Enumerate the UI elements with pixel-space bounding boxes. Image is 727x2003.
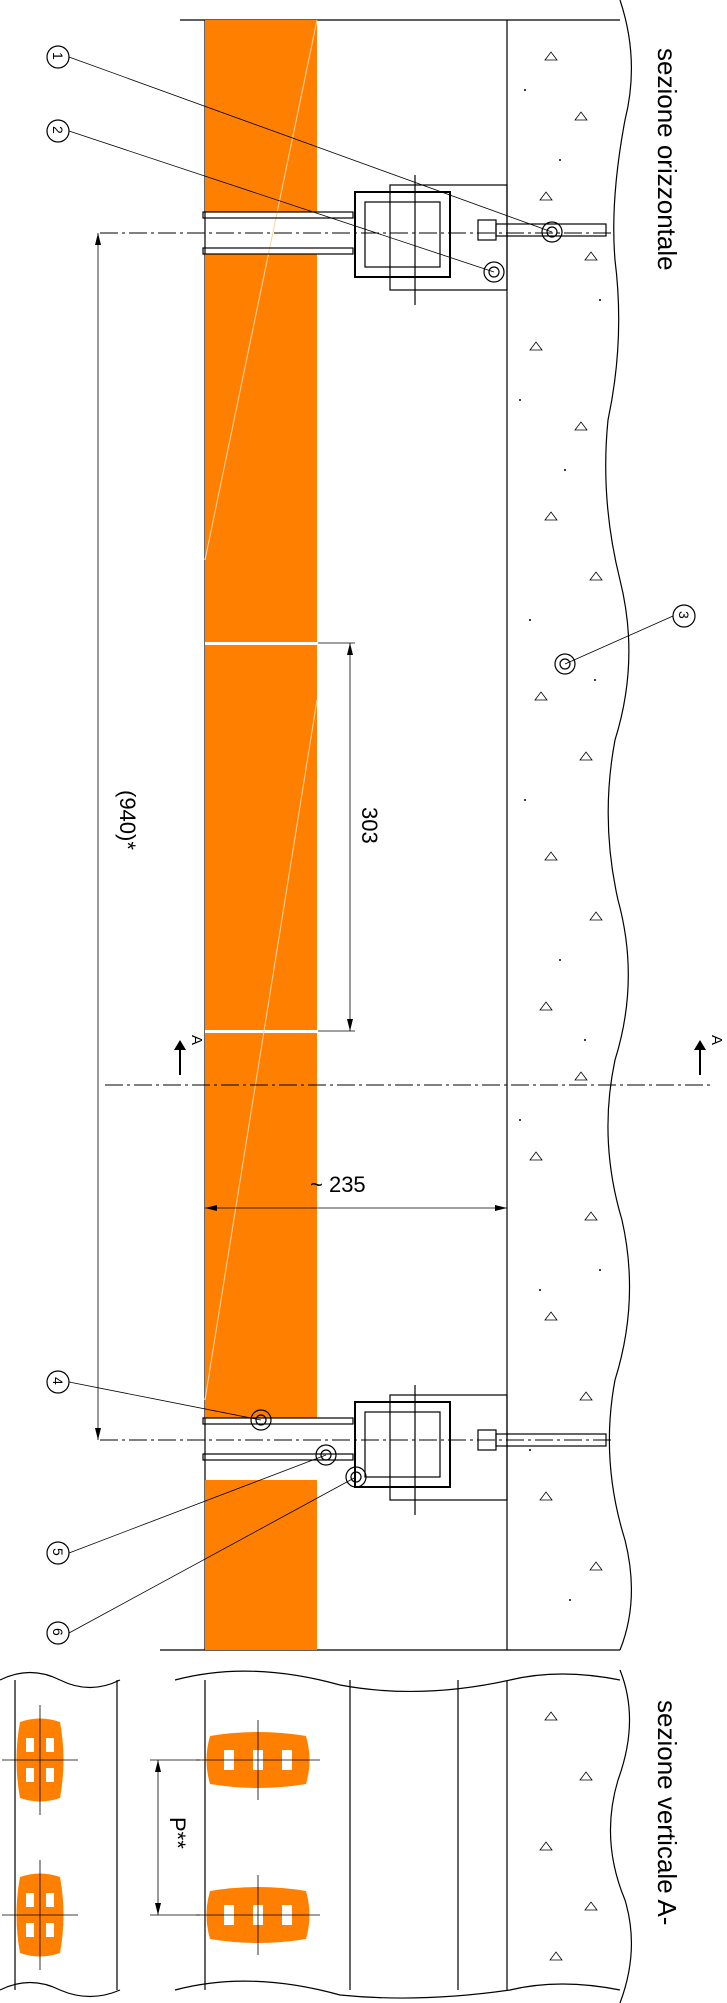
terracotta-tiles xyxy=(204,19,318,1650)
pitch-dimension xyxy=(150,1759,200,1916)
callout-4 xyxy=(46,1370,272,1431)
horizontal-section: A A (940)* 303 ~ 235 xyxy=(46,0,725,1651)
tile-dimension xyxy=(318,642,355,1032)
tile-dimension-label: 303 xyxy=(357,807,382,844)
section-mark-right: A xyxy=(708,1035,725,1045)
callout-2 xyxy=(46,119,505,283)
callout-1-number: 1 xyxy=(50,52,66,60)
callout-5-number: 5 xyxy=(50,1548,66,1556)
vertical-section: P** sezione verticale A- xyxy=(0,1669,682,2003)
vertical-tiles xyxy=(2,1705,320,1970)
callout-2-number: 2 xyxy=(50,126,66,134)
pitch-dimension-label: P** xyxy=(165,1817,190,1849)
top-bracket xyxy=(100,175,615,305)
callout-3 xyxy=(554,604,696,675)
callout-1 xyxy=(46,45,563,243)
callout-6 xyxy=(46,1466,367,1645)
callout-4-number: 4 xyxy=(50,1377,66,1385)
depth-dimension xyxy=(205,1205,507,1211)
section-mark-left: A xyxy=(188,1035,205,1045)
callout-3-number: 3 xyxy=(676,611,692,619)
overall-dimension-label: (940)* xyxy=(115,790,140,850)
section-horizontal-title: sezione orizzontale xyxy=(652,48,682,271)
overall-dimension xyxy=(95,233,101,1440)
concrete-wall xyxy=(519,0,633,1651)
section-vertical-title: sezione verticale A- xyxy=(652,1700,682,1925)
depth-dimension-label: ~ 235 xyxy=(310,1172,366,1197)
callout-5 xyxy=(46,1444,337,1565)
bottom-bracket xyxy=(100,1385,615,1515)
section-cut-line xyxy=(105,1040,712,1086)
callout-6-number: 6 xyxy=(50,1628,66,1636)
